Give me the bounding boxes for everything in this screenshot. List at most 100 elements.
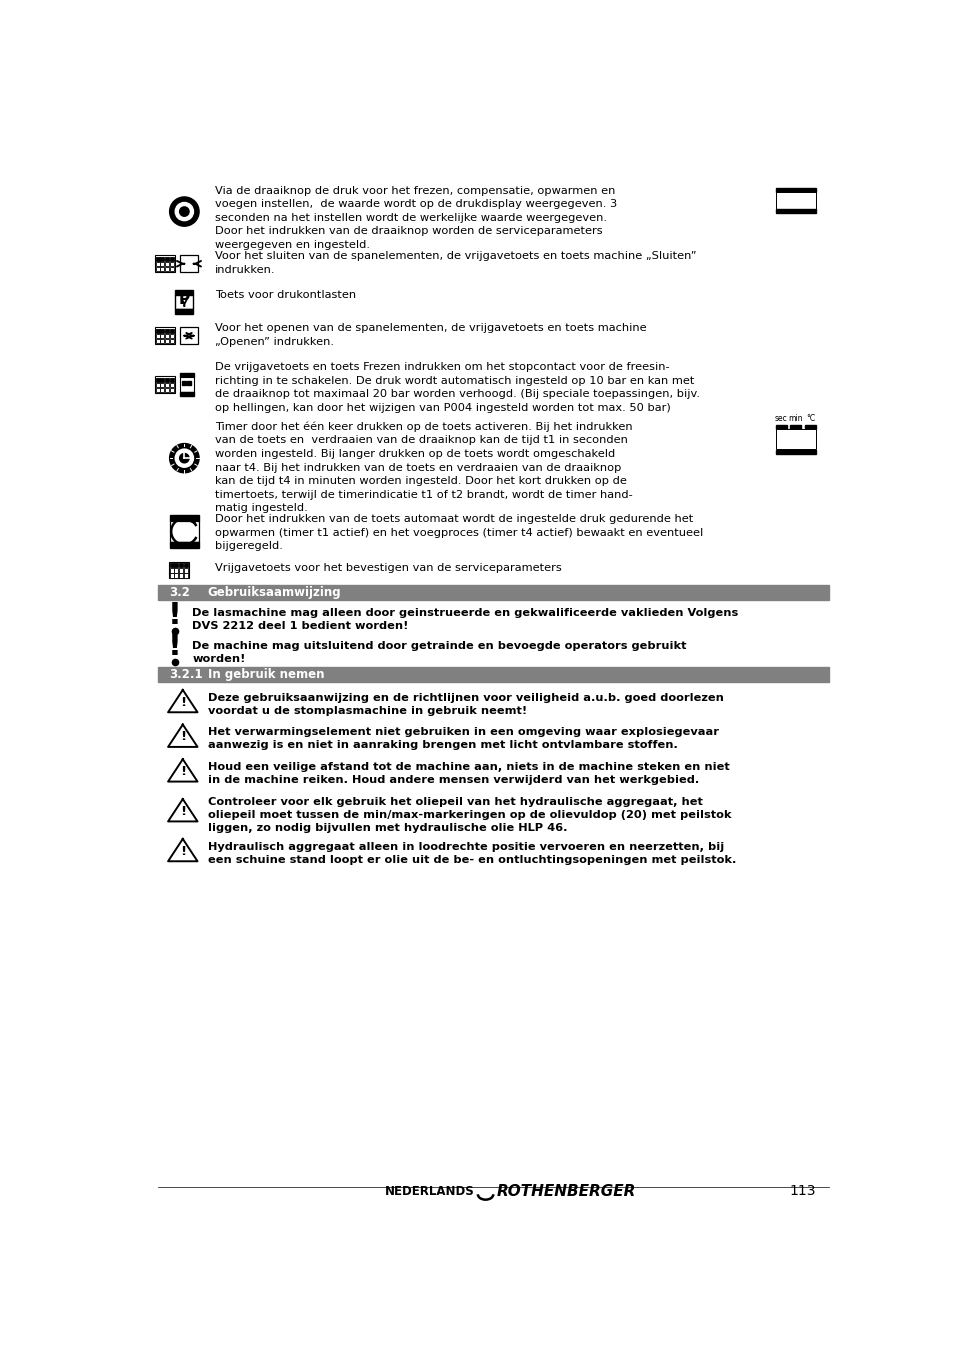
Bar — [170, 563, 173, 567]
Bar — [165, 383, 169, 387]
Bar — [165, 261, 169, 267]
Text: 3.2: 3.2 — [169, 586, 190, 598]
Circle shape — [179, 454, 189, 463]
Polygon shape — [168, 724, 197, 747]
Bar — [179, 378, 193, 393]
Bar — [170, 261, 173, 267]
Bar — [179, 393, 193, 397]
Bar — [179, 328, 198, 344]
Bar — [174, 563, 178, 567]
Text: Voor het openen van de spanelementen, de vrijgavetoets en toets machine
„Openen”: Voor het openen van de spanelementen, de… — [215, 324, 646, 347]
Text: P: P — [178, 292, 190, 307]
Text: !: ! — [168, 632, 182, 661]
Text: !: ! — [179, 845, 186, 858]
Circle shape — [179, 207, 189, 217]
Bar — [170, 334, 173, 338]
Polygon shape — [168, 691, 197, 712]
Text: De lasmachine mag alleen door geinstrueerde en gekwalificeerde vaklieden Volgens: De lasmachine mag alleen door geinstruee… — [192, 608, 738, 631]
Bar — [160, 378, 164, 382]
Circle shape — [170, 196, 199, 226]
Bar — [158, 668, 828, 682]
Bar — [155, 334, 159, 338]
Bar — [179, 374, 193, 378]
Bar — [155, 257, 159, 261]
Bar — [775, 450, 815, 455]
Bar — [175, 295, 193, 310]
Text: !: ! — [179, 806, 186, 818]
Bar — [170, 569, 173, 573]
Bar — [160, 334, 164, 338]
Text: 3.2.1: 3.2.1 — [169, 669, 202, 681]
Text: NEDERLANDS: NEDERLANDS — [384, 1185, 475, 1198]
Text: Controleer voor elk gebruik het oliepeil van het hydraulische aggregaat, het
oli: Controleer voor elk gebruik het oliepeil… — [208, 796, 730, 833]
Text: Gebruiksaamwijzing: Gebruiksaamwijzing — [208, 586, 341, 598]
Bar — [154, 376, 174, 393]
Bar — [175, 310, 193, 314]
Text: De vrijgavetoets en toets Frezen indrukken om het stopcontact voor de freesin-
r: De vrijgavetoets en toets Frezen indrukk… — [215, 362, 700, 413]
Text: Via de draaiknop de druk voor het frezen, compensatie, opwarmen en
voegen instel: Via de draaiknop de druk voor het frezen… — [215, 185, 617, 250]
Bar — [179, 563, 183, 567]
Text: !: ! — [179, 730, 186, 743]
Bar — [775, 209, 815, 213]
Bar — [158, 585, 828, 600]
Circle shape — [175, 203, 193, 221]
Bar — [160, 267, 164, 271]
Bar — [170, 543, 198, 548]
Text: !: ! — [179, 765, 186, 779]
Bar — [174, 569, 178, 573]
Bar — [160, 257, 164, 261]
Bar — [170, 329, 173, 333]
Bar — [165, 334, 169, 338]
Bar — [160, 329, 164, 333]
Bar — [160, 383, 164, 387]
Bar — [170, 338, 173, 344]
Bar — [155, 261, 159, 267]
Text: Voor het sluiten van de spanelementen, de vrijgavetoets en toets machine „Sluite: Voor het sluiten van de spanelementen, d… — [215, 252, 696, 275]
Bar — [160, 387, 164, 393]
Polygon shape — [168, 799, 197, 822]
Bar — [175, 291, 193, 295]
Bar — [183, 573, 188, 578]
Bar — [165, 267, 169, 271]
Bar — [775, 429, 815, 450]
Polygon shape — [168, 839, 197, 861]
Bar — [170, 378, 173, 382]
Bar — [775, 188, 815, 192]
Bar — [155, 378, 159, 382]
Text: sec: sec — [774, 414, 786, 422]
Bar — [155, 387, 159, 393]
Bar — [179, 573, 183, 578]
Circle shape — [175, 450, 193, 467]
Bar — [170, 383, 173, 387]
Text: !: ! — [168, 601, 182, 630]
Text: ROTHENBERGER: ROTHENBERGER — [496, 1183, 635, 1198]
Text: Het verwarmingselement niet gebruiken in een omgeving waar explosiegevaar
aanwez: Het verwarmingselement niet gebruiken in… — [208, 727, 718, 750]
Text: Vrijgavetoets voor het bevestigen van de serviceparameters: Vrijgavetoets voor het bevestigen van de… — [215, 563, 561, 573]
Bar — [160, 261, 164, 267]
Text: Timer door het één keer drukken op de toets activeren. Bij het indrukken
van de : Timer door het één keer drukken op de to… — [215, 421, 633, 513]
Text: Hydraulisch aggregaat alleen in loodrechte positie vervoeren en neerzetten, bij
: Hydraulisch aggregaat alleen in loodrech… — [208, 842, 735, 865]
Text: °C: °C — [805, 414, 815, 422]
Bar — [183, 569, 188, 573]
Polygon shape — [168, 760, 197, 781]
Bar — [155, 267, 159, 271]
Text: In gebruik nemen: In gebruik nemen — [208, 669, 324, 681]
Text: Deze gebruiksaanwijzing en de richtlijnen voor veiligheid a.u.b. goed doorlezen
: Deze gebruiksaanwijzing en de richtlijne… — [208, 693, 722, 716]
Bar — [174, 573, 178, 578]
Bar — [170, 515, 198, 521]
Bar — [154, 328, 174, 344]
Bar — [165, 387, 169, 393]
Text: 113: 113 — [789, 1185, 815, 1198]
Bar — [155, 338, 159, 344]
Bar — [179, 256, 198, 272]
Bar — [165, 329, 169, 333]
Bar — [155, 329, 159, 333]
Bar — [155, 383, 159, 387]
Text: min: min — [788, 414, 802, 422]
Bar — [165, 257, 169, 261]
Bar — [170, 257, 173, 261]
Text: Door het indrukken van de toets automaat wordt de ingestelde druk gedurende het
: Door het indrukken van de toets automaat… — [215, 515, 703, 551]
Bar — [803, 425, 815, 429]
Bar — [775, 425, 786, 429]
Text: Houd een veilige afstand tot de machine aan, niets in de machine steken en niet
: Houd een veilige afstand tot de machine … — [208, 762, 729, 785]
